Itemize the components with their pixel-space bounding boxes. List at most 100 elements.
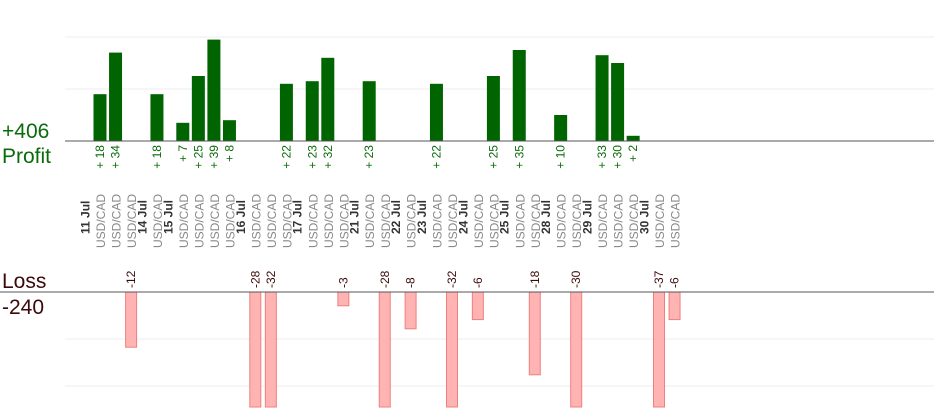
- loss-bar: [668, 291, 681, 321]
- pair-label: USD/CAD: [363, 194, 377, 248]
- pair-label: USD/CAD: [151, 194, 165, 248]
- profit-bar: [207, 39, 221, 141]
- profit-bar: [109, 52, 123, 141]
- loss-value-label: -32: [264, 270, 278, 288]
- profit-bar: [554, 115, 568, 141]
- profit-total: +406: [2, 120, 50, 143]
- date-label: 17 Jul: [291, 200, 305, 234]
- pair-label: USD/CAD: [612, 194, 626, 248]
- profit-bar: [150, 94, 164, 141]
- loss-bar: [264, 291, 277, 408]
- date-label: 15 Jul: [161, 200, 175, 234]
- profit-value-label: + 32: [321, 145, 335, 169]
- loss-bar: [249, 291, 262, 408]
- pair-label: USD/CAD: [446, 194, 460, 248]
- date-label: 24 Jul: [456, 200, 470, 234]
- profit-bar: [321, 57, 335, 141]
- profit-bar: [176, 122, 190, 141]
- pair-label: USD/CAD: [177, 194, 191, 248]
- loss-value-label: -12: [124, 270, 138, 288]
- profit-bar: [222, 120, 236, 141]
- profit-bar: [595, 55, 609, 142]
- pair-label: USD/CAD: [570, 194, 584, 248]
- profit-bar: [93, 94, 107, 141]
- profit-bar: [305, 81, 319, 141]
- date-label: 22 Jul: [389, 200, 403, 234]
- profit-value-label: + 10: [554, 145, 568, 169]
- pair-label: USD/CAD: [337, 194, 351, 248]
- profit-value-label: + 22: [279, 145, 293, 169]
- loss-bar: [378, 291, 391, 408]
- pair-label: USD/CAD: [555, 194, 569, 248]
- loss-value-label: -8: [404, 277, 418, 288]
- loss-value-label: -32: [445, 270, 459, 288]
- pair-label: USD/CAD: [653, 194, 667, 248]
- pair-label: USD/CAD: [192, 194, 206, 248]
- loss-bar: [337, 291, 350, 307]
- pair-label: USD/CAD: [487, 194, 501, 248]
- profit-value-label: + 18: [93, 145, 107, 169]
- profit-bar: [626, 135, 640, 141]
- profit-value-label: + 33: [595, 145, 609, 169]
- loss-label: Loss: [2, 270, 47, 293]
- profit-bar: [512, 50, 526, 141]
- profit-value-label: + 18: [150, 145, 164, 169]
- date-label: 14 Jul: [135, 200, 149, 234]
- profit-value-label: + 22: [429, 145, 443, 169]
- loss-bar: [404, 291, 417, 330]
- loss-value-label: -28: [378, 270, 392, 288]
- pair-label: USD/CAD: [596, 194, 610, 248]
- loss-total: -240: [2, 296, 45, 319]
- loss-value-label: -6: [668, 277, 682, 288]
- loss-value-label: -6: [471, 277, 485, 288]
- profit-bar: [611, 63, 625, 141]
- profit-bar: [429, 83, 443, 141]
- pair-label: USD/CAD: [280, 194, 294, 248]
- profit-value-label: + 23: [362, 145, 376, 169]
- profit-bar: [191, 76, 205, 141]
- profit-value-label: + 39: [207, 145, 221, 169]
- loss-bar: [570, 291, 583, 408]
- pair-label: USD/CAD: [265, 194, 279, 248]
- profit-value-label: + 34: [109, 145, 123, 169]
- pair-label: USD/CAD: [125, 194, 139, 248]
- pair-label: USD/CAD: [405, 194, 419, 248]
- profit-bar: [486, 76, 500, 141]
- loss-value-label: -18: [528, 270, 542, 288]
- profit-bar: [362, 81, 376, 141]
- loss-bar: [471, 291, 484, 321]
- date-label: 23 Jul: [415, 200, 429, 234]
- date-label: 30 Jul: [637, 200, 651, 234]
- profit-value-label: + 30: [611, 145, 625, 169]
- date-label: 25 Jul: [498, 200, 512, 234]
- pair-label: USD/CAD: [322, 194, 336, 248]
- pair-label: USD/CAD: [513, 194, 527, 248]
- pair-label: USD/CAD: [94, 194, 108, 248]
- pair-label: USD/CAD: [208, 194, 222, 248]
- profit-bar: [279, 83, 293, 141]
- loss-value-label: -28: [248, 270, 262, 288]
- profit-value-label: + 2: [626, 145, 640, 162]
- loss-bar: [653, 291, 665, 408]
- loss-bar: [125, 291, 138, 348]
- loss-value-label: -30: [569, 270, 583, 288]
- pair-label: USD/CAD: [379, 194, 393, 248]
- pair-label: USD/CAD: [472, 194, 486, 248]
- pair-label: USD/CAD: [249, 194, 263, 248]
- date-label: 29 Jul: [581, 200, 595, 234]
- profit-label: Profit: [2, 145, 52, 168]
- loss-value-label: -3: [336, 277, 350, 288]
- profit-value-label: + 23: [305, 145, 319, 169]
- date-label: 28 Jul: [539, 200, 553, 234]
- profit-value-label: + 25: [486, 145, 500, 169]
- profit-value-label: + 35: [512, 145, 526, 169]
- profit-value-label: + 25: [191, 145, 205, 169]
- date-label: 11 Jul: [78, 201, 92, 234]
- date-label: 21 Jul: [348, 200, 362, 234]
- loss-bar: [446, 291, 458, 408]
- profit-value-label: + 8: [222, 145, 236, 162]
- pair-label: USD/CAD: [627, 194, 641, 248]
- pair-label: USD/CAD: [669, 194, 683, 248]
- loss-bar: [528, 291, 541, 376]
